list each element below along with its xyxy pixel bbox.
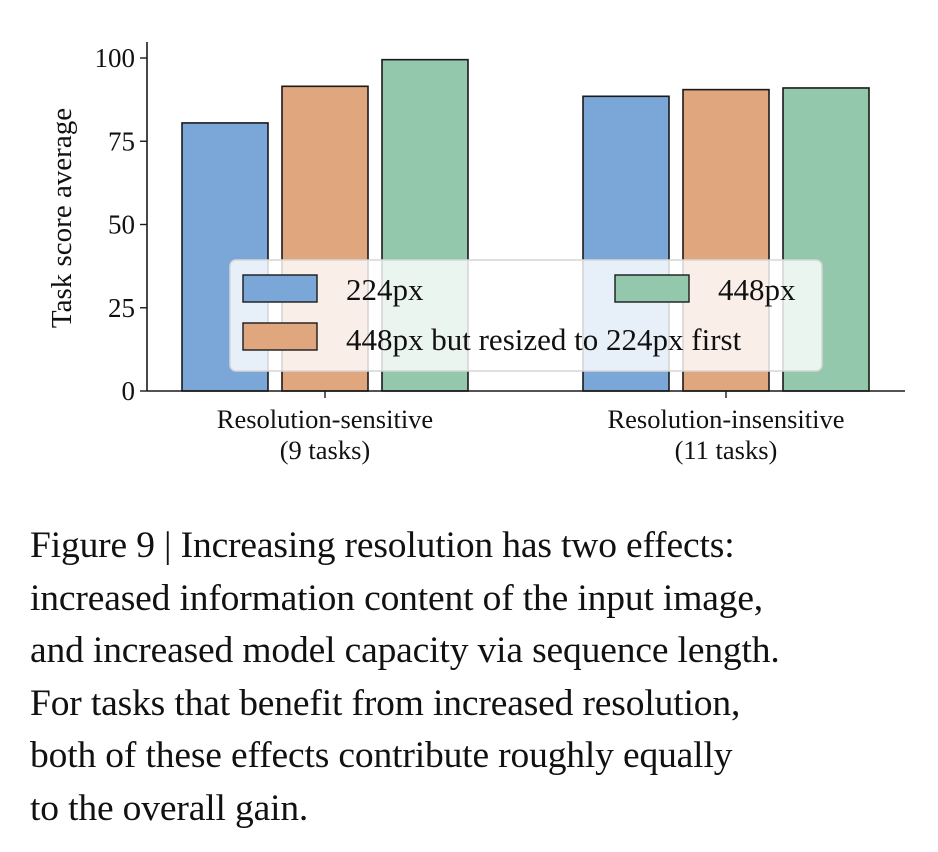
x-tick-label: Resolution-sensitive: [217, 404, 433, 434]
axes-layer: 0 25 50 75 100 Task score average Resolution-s…: [46, 42, 905, 465]
figure-caption: Figure 9 | Increasing resolution has two…: [30, 520, 930, 835]
legend-label: 448px: [718, 272, 796, 307]
caption-line: both of these effects contribute roughly…: [30, 735, 733, 776]
y-tick-label: 0: [122, 376, 136, 406]
caption-line: to the overall gain.: [30, 787, 309, 829]
x-tick-label: (9 tasks): [280, 435, 371, 465]
caption-line: increased information content of the inp…: [30, 577, 764, 619]
x-tick-label: (11 tasks): [675, 435, 778, 465]
legend-label: 224px: [346, 272, 424, 307]
y-tick-label: 75: [108, 126, 135, 156]
caption-line: and increased model capacity via sequenc…: [30, 630, 780, 671]
legend-swatch: [614, 274, 690, 303]
caption-line: Figure 9 | Increasing resolution has two…: [30, 525, 735, 566]
y-tick-label: 100: [95, 43, 136, 73]
bar-chart: 0 25 50 75 100 Task score average Resolution-s…: [46, 42, 905, 465]
y-axis-label: Task score average: [46, 108, 78, 328]
caption-line: For tasks that benefit from increased re…: [30, 682, 741, 724]
y-tick-label: 50: [108, 210, 135, 240]
y-tick-label: 25: [108, 293, 135, 323]
legend-label: 448px but resized to 224px first: [346, 322, 742, 357]
legend: 224px 448px 448px but resized to 224px fir…: [229, 259, 823, 372]
legend-swatch: [242, 322, 318, 351]
x-tick-label: Resolution-insensitive: [607, 404, 844, 434]
legend-swatch: [242, 274, 318, 303]
